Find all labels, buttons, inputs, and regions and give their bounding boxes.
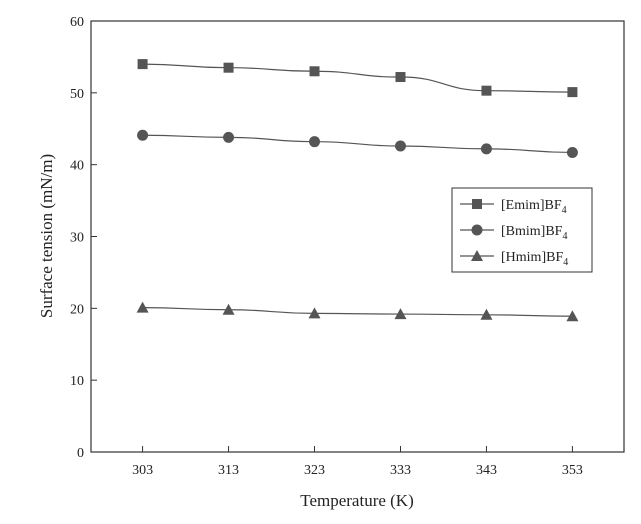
x-axis-title: Temperature (K) (300, 491, 414, 510)
x-tick-label: 353 (562, 463, 583, 478)
legend-marker (472, 199, 482, 209)
data-point (566, 310, 579, 322)
data-point (308, 307, 321, 319)
x-tick-label: 333 (390, 463, 411, 478)
x-tick-label: 313 (218, 463, 239, 478)
series-2 (136, 301, 579, 322)
series-line (142, 63, 573, 93)
legend-label: [Bmim]BF4 (501, 224, 567, 242)
series-line (142, 307, 573, 317)
y-tick-label: 50 (70, 87, 84, 102)
x-tick-label: 303 (132, 463, 153, 478)
data-point (567, 87, 578, 98)
y-tick-label: 60 (70, 15, 84, 30)
data-point (309, 136, 321, 148)
legend: [Emim]BF4 [Bmim]BF4 [Hmim]BF4 (451, 187, 593, 273)
legend-marker (471, 224, 483, 236)
y-tick-label: 20 (70, 302, 84, 317)
data-point (394, 140, 406, 152)
series-1 (137, 129, 578, 158)
x-tick-label: 343 (476, 463, 497, 478)
y-tick-label: 0 (77, 446, 84, 461)
legend-label: [Hmim]BF4 (501, 250, 568, 268)
series-layer (136, 59, 579, 322)
data-point (395, 72, 406, 83)
data-point (480, 143, 492, 155)
data-point (223, 62, 234, 73)
x-tick-label: 323 (304, 463, 325, 478)
axis-ticks: 0 10 20 30 40 50 60 303 313 323 333 343 353 (70, 15, 583, 478)
series-0 (137, 59, 578, 98)
legend-label: [Emim]BF4 (501, 198, 567, 216)
y-axis-title: Surface tension (mN/m) (37, 154, 56, 318)
data-point (481, 85, 492, 96)
legend-item: [Hmim]BF4 (460, 250, 568, 268)
data-point (394, 308, 407, 320)
legend-marker (471, 250, 483, 261)
data-point (309, 66, 320, 77)
data-point (566, 146, 578, 158)
y-tick-label: 40 (70, 159, 84, 174)
data-point (480, 308, 493, 320)
data-point (223, 131, 235, 143)
data-point (137, 59, 148, 70)
y-tick-label: 10 (70, 374, 84, 389)
y-tick-label: 30 (70, 231, 84, 246)
data-point (137, 129, 149, 141)
data-point (136, 301, 149, 313)
series-line (142, 134, 573, 154)
legend-item: [Bmim]BF4 (460, 224, 567, 242)
data-point (222, 303, 235, 315)
legend-item: [Emim]BF4 (460, 198, 567, 216)
